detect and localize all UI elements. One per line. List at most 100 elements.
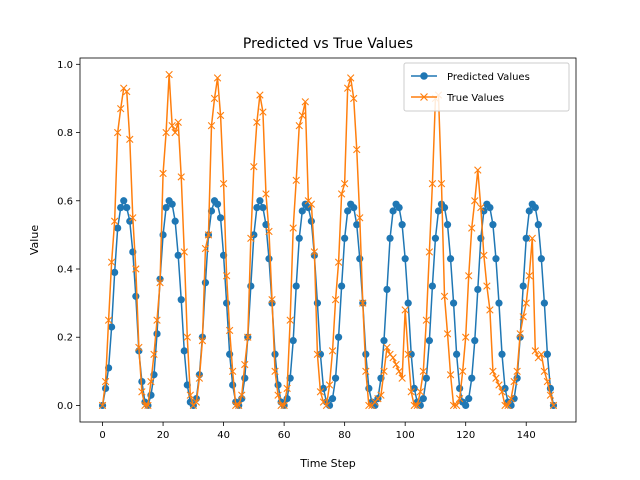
data-point-true-values <box>262 190 270 198</box>
data-point-predicted-values <box>153 330 161 338</box>
data-point-predicted-values <box>495 299 503 307</box>
data-point-true-values <box>238 391 246 399</box>
x-axis-label: Time Step <box>299 457 355 470</box>
data-point-predicted-values <box>350 203 358 212</box>
series-line-true-values <box>101 73 555 407</box>
data-point-true-values <box>428 180 437 188</box>
data-point-predicted-values <box>289 337 297 345</box>
data-point-predicted-values <box>117 203 125 212</box>
legend-box <box>403 62 570 112</box>
data-point-true-values <box>298 111 306 120</box>
data-point-predicted-values <box>174 251 182 259</box>
data-point-true-values <box>228 367 237 376</box>
data-point-true-values <box>410 401 418 410</box>
data-point-predicted-values <box>498 350 506 358</box>
data-point-true-values <box>356 214 364 222</box>
data-point-true-values <box>259 108 267 116</box>
data-point-true-values <box>525 272 533 280</box>
data-point-predicted-values <box>389 207 397 215</box>
data-point-predicted-values <box>486 203 494 212</box>
data-point-predicted-values <box>180 347 188 355</box>
data-point-true-values <box>165 70 173 79</box>
data-point-true-values <box>365 401 373 410</box>
data-point-predicted-values <box>120 197 128 205</box>
data-point-predicted-values <box>489 221 497 229</box>
data-point-predicted-values <box>223 299 231 307</box>
data-point-true-values <box>113 128 122 137</box>
data-point-predicted-values <box>522 234 530 242</box>
data-point-predicted-values <box>356 255 364 263</box>
data-point-true-values <box>537 350 546 358</box>
data-point-predicted-values <box>519 282 527 290</box>
data-point-true-values <box>519 313 527 321</box>
data-point-true-values <box>210 94 219 103</box>
data-point-true-values <box>416 388 424 396</box>
data-point-predicted-values <box>331 374 340 382</box>
data-point-true-values <box>380 367 388 376</box>
data-point-true-values <box>310 248 319 256</box>
data-point-predicted-values <box>171 217 179 225</box>
data-point-predicted-values <box>253 203 261 212</box>
data-point-true-values <box>126 135 134 144</box>
y-tick-label: 0.8 <box>57 128 73 139</box>
y-tick-label: 0.2 <box>57 333 73 344</box>
y-tick-label: 0.6 <box>57 196 73 207</box>
data-point-predicted-values <box>446 255 455 263</box>
data-point-predicted-values <box>404 299 412 307</box>
data-point-true-values <box>458 367 467 376</box>
data-point-predicted-values <box>334 333 343 341</box>
data-point-true-values <box>343 84 352 92</box>
data-point-predicted-values <box>177 296 185 304</box>
data-point-true-values <box>232 401 240 410</box>
data-point-true-values <box>174 118 182 126</box>
data-point-true-values <box>219 180 228 188</box>
data-point-true-values <box>123 87 131 96</box>
data-point-true-values <box>141 401 149 410</box>
data-point-predicted-values <box>468 374 476 382</box>
data-point-true-values <box>331 296 340 304</box>
data-point-true-values <box>101 377 110 386</box>
data-point-true-values <box>528 234 536 242</box>
data-point-true-values <box>225 326 234 335</box>
data-point-predicted-values <box>537 255 545 263</box>
data-point-true-values <box>192 398 201 406</box>
data-point-true-values <box>498 388 506 396</box>
data-point-true-values <box>277 401 285 410</box>
data-point-true-values <box>522 299 530 307</box>
data-point-true-values <box>507 394 515 403</box>
data-point-true-values <box>322 401 331 410</box>
data-point-predicted-values <box>422 374 430 382</box>
data-point-predicted-values <box>201 279 210 287</box>
data-point-true-values <box>280 401 288 410</box>
data-point-true-values <box>247 234 255 242</box>
data-point-true-values <box>250 162 258 171</box>
chart-title: Predicted vs True Values <box>243 36 413 52</box>
data-point-true-values <box>392 360 400 369</box>
data-point-predicted-values <box>216 214 225 222</box>
data-point-true-values <box>486 306 494 314</box>
data-point-predicted-values <box>259 203 267 212</box>
data-point-predicted-values <box>383 285 391 294</box>
data-point-predicted-values <box>108 323 116 331</box>
data-point-true-values <box>156 278 164 287</box>
data-point-true-values <box>425 248 434 256</box>
data-point-true-values <box>110 217 119 225</box>
data-point-true-values <box>446 371 455 379</box>
data-point-true-values <box>422 316 431 324</box>
data-point-true-values <box>153 316 161 324</box>
data-point-true-values <box>413 401 421 410</box>
data-point-true-values <box>198 336 207 345</box>
data-point-predicted-values <box>534 221 542 229</box>
data-point-true-values <box>516 330 524 338</box>
data-point-predicted-values <box>380 337 388 345</box>
data-point-true-values <box>132 265 140 273</box>
data-point-true-values <box>543 377 552 386</box>
data-point-predicted-values <box>428 282 437 290</box>
data-point-true-values <box>168 122 176 130</box>
data-point-true-values <box>292 176 300 184</box>
data-point-true-values <box>510 377 518 386</box>
x-axis: 0 20 40 60 80 100 120 140 <box>99 422 536 441</box>
data-point-predicted-values <box>114 224 122 232</box>
data-point-predicted-values <box>168 200 176 208</box>
